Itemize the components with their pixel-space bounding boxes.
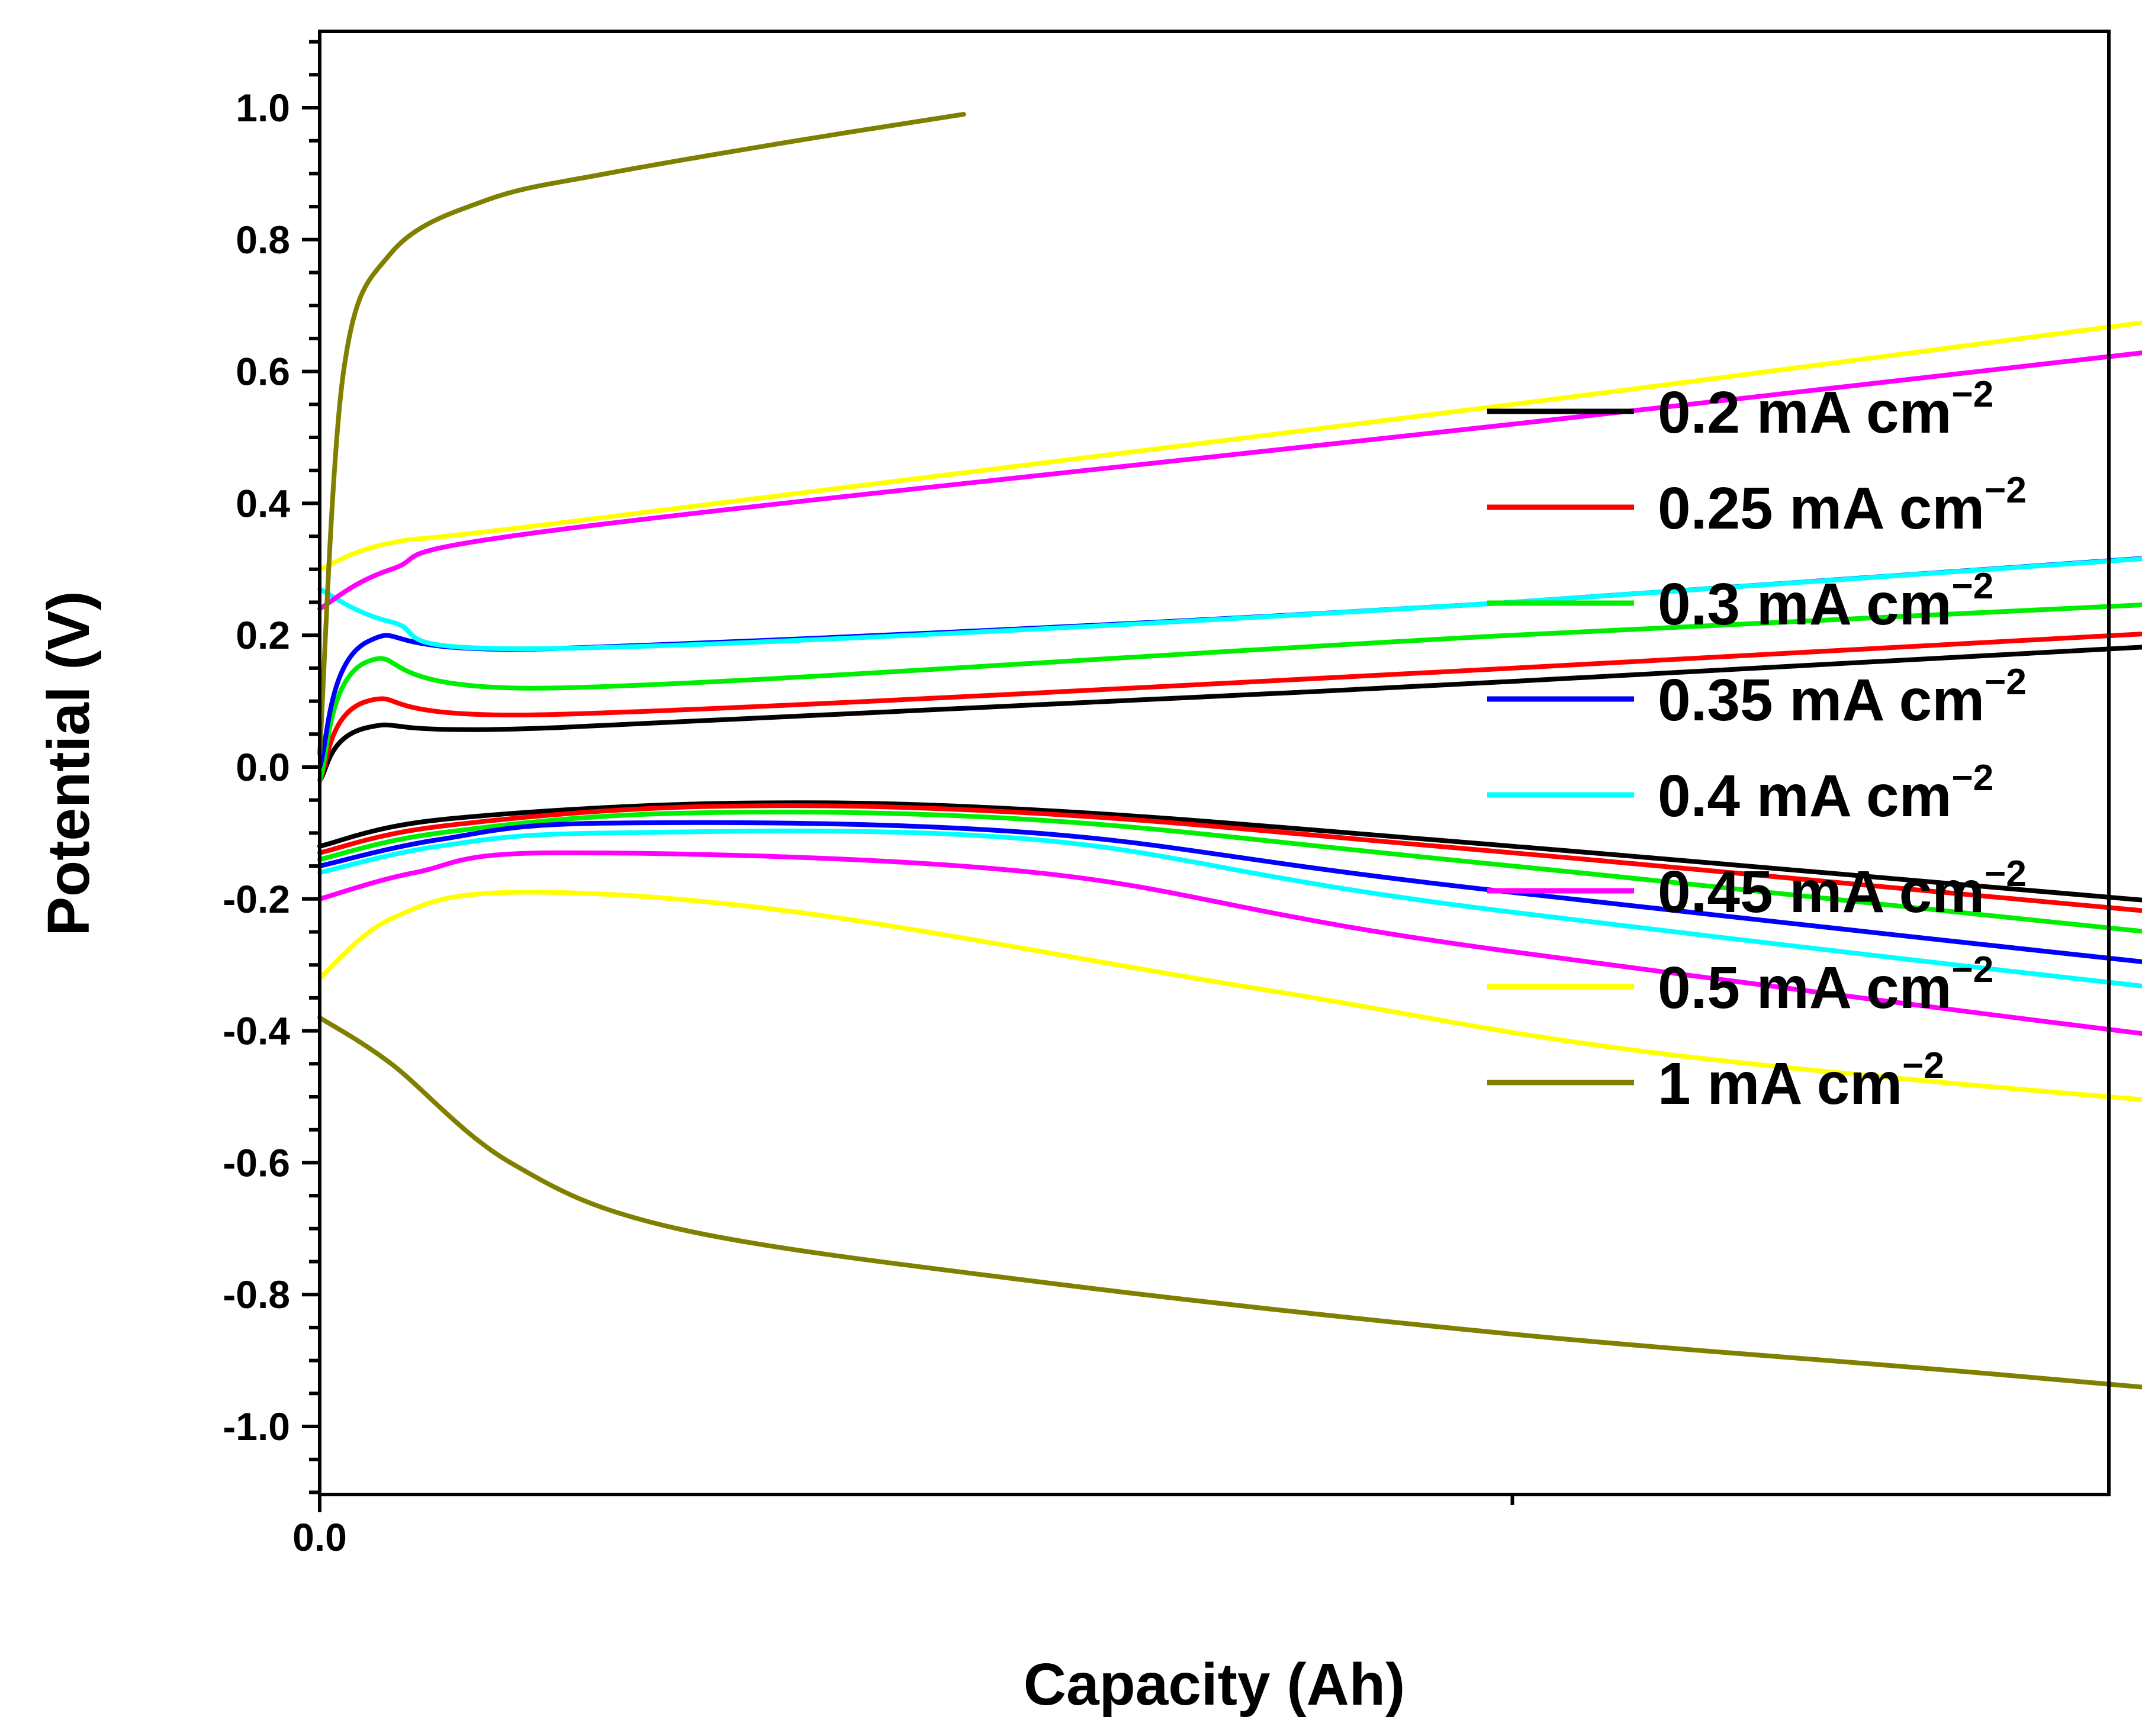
series-2-discharge-line bbox=[317, 803, 2142, 913]
y-tick-label: -0.2 bbox=[223, 877, 290, 921]
y-tick-label: 0.8 bbox=[236, 218, 290, 262]
y-tick-label: -0.4 bbox=[223, 1009, 290, 1053]
series-4-discharge-line bbox=[317, 820, 2142, 964]
y-tick-label: 0.2 bbox=[236, 613, 290, 657]
y-tick-label: -0.8 bbox=[223, 1273, 290, 1316]
series-2-charge-line bbox=[317, 632, 2142, 783]
legend-label-1: 0.2 mA cm−2 bbox=[1658, 374, 1993, 446]
y-axis-title: Potential (V) bbox=[36, 591, 102, 936]
series-1-charge-line bbox=[317, 645, 2142, 783]
series-8-discharge-line bbox=[317, 1015, 2142, 1390]
series-8-charge-line bbox=[317, 112, 966, 756]
x-axis-title: Capacity (Ah) bbox=[1024, 1651, 1406, 1718]
y-tick-label: 0.4 bbox=[236, 481, 290, 525]
legend-label-2: 0.25 mA cm−2 bbox=[1658, 470, 2027, 542]
legend-label-4: 0.35 mA cm−2 bbox=[1658, 662, 2027, 733]
axis-tick-labels: 1.0 0.8 0.6 0.4 0.2 0.0 -0.2 -0.4 -0.6 -0.8 -1.0 0.… bbox=[223, 86, 347, 1559]
legend-label-7: 0.5 mA cm−2 bbox=[1658, 949, 1993, 1021]
legend-label-6: 0.45 mA cm−2 bbox=[1658, 853, 2027, 925]
y-tick-label: 1.0 bbox=[236, 86, 290, 130]
plot-frame bbox=[318, 30, 2111, 1496]
series-7-charge-line bbox=[317, 320, 2142, 572]
legend-label-5: 0.4 mA cm−2 bbox=[1658, 758, 1993, 829]
curves-layer bbox=[317, 112, 2142, 1390]
legend-label-3: 0.3 mA cm−2 bbox=[1658, 566, 1993, 637]
y-tick-label: 0.0 bbox=[236, 745, 290, 789]
axis-ticks bbox=[302, 40, 1514, 1512]
y-tick-label: 0.6 bbox=[236, 350, 290, 394]
x-tick-label: 0.0 bbox=[292, 1515, 347, 1559]
series-5-discharge-line bbox=[317, 828, 2142, 988]
series-3-charge-line bbox=[317, 602, 2142, 783]
series-1-discharge-line bbox=[317, 800, 2142, 903]
series-6-charge-line bbox=[317, 350, 2142, 611]
series-6-discharge-line bbox=[317, 850, 2142, 1036]
y-tick-label: -0.6 bbox=[223, 1141, 290, 1184]
series-7-discharge-line bbox=[317, 890, 2142, 1102]
legend-label-8: 1 mA cm−2 bbox=[1658, 1045, 1944, 1117]
legend: 0.2 mA cm−2 0.25 mA cm−2 0.3 mA cm−2 0.35 m… bbox=[1487, 374, 2027, 1117]
series-3-discharge-line bbox=[317, 809, 2142, 934]
series-5-charge-line bbox=[317, 557, 2142, 652]
y-tick-label: -1.0 bbox=[223, 1405, 290, 1448]
